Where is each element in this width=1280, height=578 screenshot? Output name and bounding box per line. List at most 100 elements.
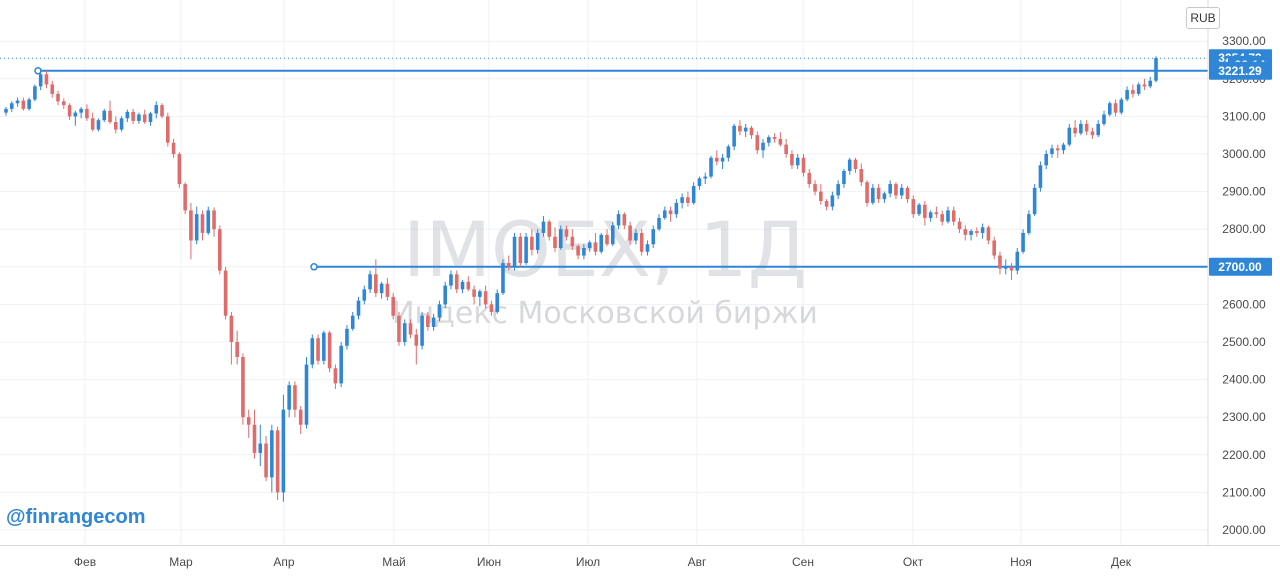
candle-up	[322, 330, 326, 365]
y-tick-label: 3300.00	[1222, 34, 1266, 48]
candle-up	[726, 144, 731, 162]
candle-down	[374, 259, 378, 297]
candle-down	[454, 270, 459, 294]
candle-up	[281, 394, 286, 502]
candle-body	[420, 315, 424, 346]
candle-body	[437, 304, 442, 318]
candle-down	[200, 210, 205, 241]
candle-body	[21, 100, 26, 109]
candle-down	[44, 70, 49, 89]
candle-body	[1113, 103, 1118, 113]
candle-down	[275, 426, 280, 500]
candle-body	[131, 111, 135, 121]
y-tick-label: 2600.00	[1222, 297, 1266, 311]
candle-down	[1055, 144, 1060, 158]
candle-up	[1136, 82, 1141, 96]
candle-body	[732, 125, 736, 147]
candle-up	[460, 279, 465, 294]
candle-down	[963, 225, 968, 241]
candle-body	[142, 114, 147, 123]
candle-body	[923, 204, 927, 218]
price-axis[interactable]: 2000.00 2100.00 2200.00 2300.00 2400.00 2500.…	[1222, 34, 1266, 537]
candle-body	[807, 172, 812, 185]
candle-body	[414, 334, 419, 346]
candle-up	[339, 342, 343, 388]
candle-up	[206, 206, 211, 235]
candle-down	[738, 120, 742, 136]
candle-body	[1021, 232, 1025, 252]
candle-body	[980, 227, 985, 233]
candle-up	[356, 296, 361, 320]
candle-up	[691, 182, 696, 205]
candle-body	[738, 125, 742, 132]
candle-body	[160, 105, 164, 117]
candle-body	[218, 229, 222, 271]
candle-down	[865, 180, 869, 207]
candle-body	[189, 210, 193, 241]
candle-down	[223, 266, 228, 320]
candle-body	[622, 214, 627, 226]
candle-down	[668, 206, 673, 222]
candle-body	[582, 248, 586, 256]
candle-body	[402, 323, 407, 342]
candle-body	[530, 236, 534, 250]
horizontal-levels[interactable]	[0, 57, 1208, 271]
candle-body	[148, 113, 153, 123]
candle-down	[483, 285, 488, 309]
candle-body	[703, 176, 708, 179]
y-tick-label: 2000.00	[1222, 523, 1266, 537]
candle-up	[1067, 123, 1072, 147]
candle-down	[553, 227, 557, 252]
candle-down	[790, 150, 794, 170]
candle-body	[992, 240, 996, 256]
candle-body	[1027, 214, 1031, 233]
candle-body	[1044, 154, 1048, 166]
candle-up	[368, 270, 372, 294]
candle-body	[483, 291, 488, 305]
candle-up	[657, 214, 661, 232]
candle-up	[634, 229, 638, 245]
candle-body	[79, 108, 83, 113]
candle-body	[137, 114, 141, 121]
candle-down	[131, 108, 135, 124]
candle-body	[183, 184, 187, 211]
candle-up	[431, 313, 436, 331]
candle-up	[651, 225, 656, 248]
candle-up	[842, 169, 846, 188]
candles-series	[4, 56, 1158, 502]
candle-body	[547, 221, 552, 237]
candle-down	[327, 330, 332, 373]
candle-body	[761, 142, 765, 151]
candle-up	[119, 116, 124, 132]
candle-up	[928, 210, 933, 222]
candle-body	[119, 118, 124, 130]
candle-up	[402, 319, 407, 346]
candle-body	[96, 120, 101, 130]
candle-up	[1021, 229, 1025, 254]
candle-body	[339, 345, 343, 384]
candle-up	[697, 176, 702, 190]
candle-up	[73, 110, 78, 126]
candle-up	[9, 101, 14, 112]
price-badge: 2700.00	[1209, 257, 1272, 276]
candle-up	[501, 259, 505, 295]
candle-down	[934, 206, 939, 218]
candle-body	[327, 332, 332, 369]
currency-label[interactable]: RUB	[1186, 7, 1220, 29]
candle-body	[246, 417, 251, 425]
candle-up	[287, 381, 291, 418]
candle-body	[501, 263, 505, 294]
candle-up	[1003, 259, 1008, 275]
candle-down	[316, 334, 320, 365]
candle-body	[56, 93, 60, 102]
time-axis[interactable]: Фев Мар Апр Май Июн Июл Авг Сен Окт Ноя Дек	[74, 555, 1132, 569]
candle-body	[616, 214, 621, 226]
candle-body	[847, 159, 852, 171]
candle-body	[691, 185, 696, 203]
x-tick-label: Ноя	[1010, 555, 1032, 569]
candle-down	[183, 182, 187, 215]
candle-body	[293, 385, 297, 410]
candle-body	[824, 201, 829, 207]
candle-body	[957, 221, 962, 230]
